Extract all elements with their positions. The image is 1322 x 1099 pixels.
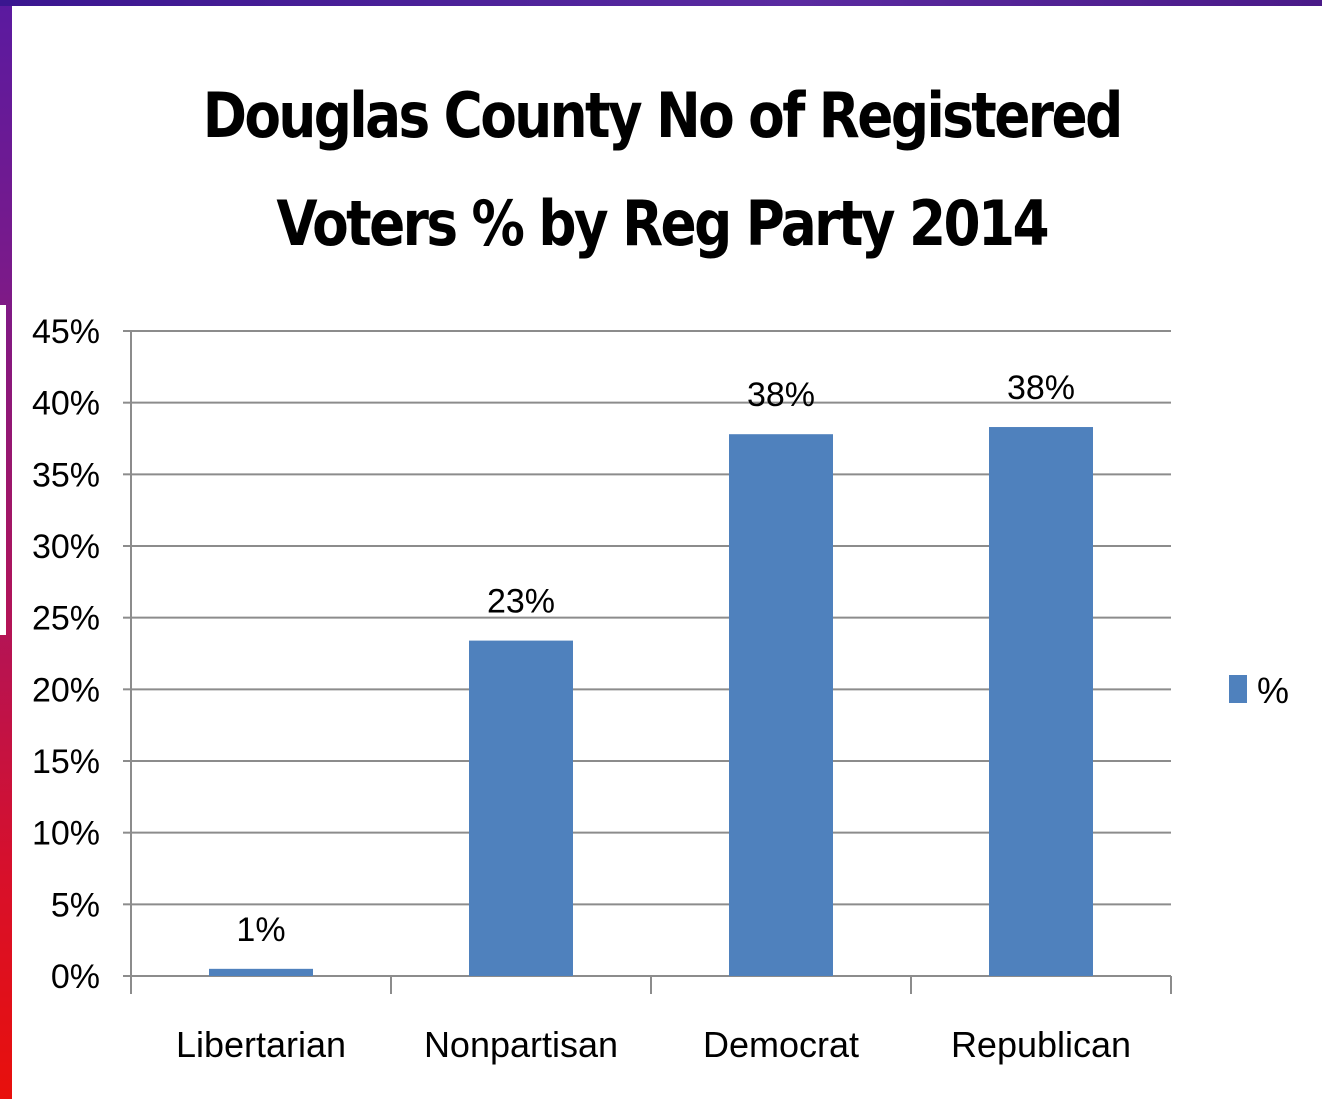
slide-edge-notch xyxy=(0,305,6,635)
chart-title: Douglas County No of Registered Voters %… xyxy=(93,62,1230,278)
legend-swatch xyxy=(1229,675,1247,703)
legend-label: % xyxy=(1257,670,1289,711)
x-tick-label: Republican xyxy=(951,1024,1131,1065)
y-tick-label: 25% xyxy=(32,600,100,638)
slide-background xyxy=(12,6,1322,1099)
top-border-strip xyxy=(0,0,1322,6)
chart-title-line-2: Voters % by Reg Party 2014 xyxy=(276,187,1049,260)
y-tick-label: 20% xyxy=(32,671,100,709)
y-tick-label: 40% xyxy=(32,385,100,423)
bar-libertarian xyxy=(209,968,313,976)
y-tick-label: 10% xyxy=(32,815,100,853)
data-label: 38% xyxy=(747,376,815,414)
data-label: 1% xyxy=(236,911,285,949)
y-tick-label: 45% xyxy=(32,313,100,351)
bar-nonpartisan xyxy=(469,640,573,976)
bar-democrat xyxy=(729,434,833,976)
bars xyxy=(209,427,1093,976)
chart-title-line-1: Douglas County No of Registered xyxy=(202,79,1124,152)
y-tick-label: 5% xyxy=(51,886,100,924)
data-label: 38% xyxy=(1007,369,1075,407)
x-tick-label: Democrat xyxy=(703,1024,859,1065)
labels: 0% 5% 10% 15% 20% 25% 30% 35% 40% 45% 1% Libertaria… xyxy=(32,313,1131,1065)
x-tick-label: Nonpartisan xyxy=(424,1024,618,1065)
y-tick-label: 35% xyxy=(32,456,100,494)
y-tick-label: 0% xyxy=(51,958,100,996)
x-tick-label: Libertarian xyxy=(176,1024,346,1065)
legend: % xyxy=(1229,670,1289,711)
y-tick-label: 15% xyxy=(32,743,100,781)
y-tick-label: 30% xyxy=(32,528,100,566)
bar-republican xyxy=(989,427,1093,976)
data-label: 23% xyxy=(487,583,555,621)
